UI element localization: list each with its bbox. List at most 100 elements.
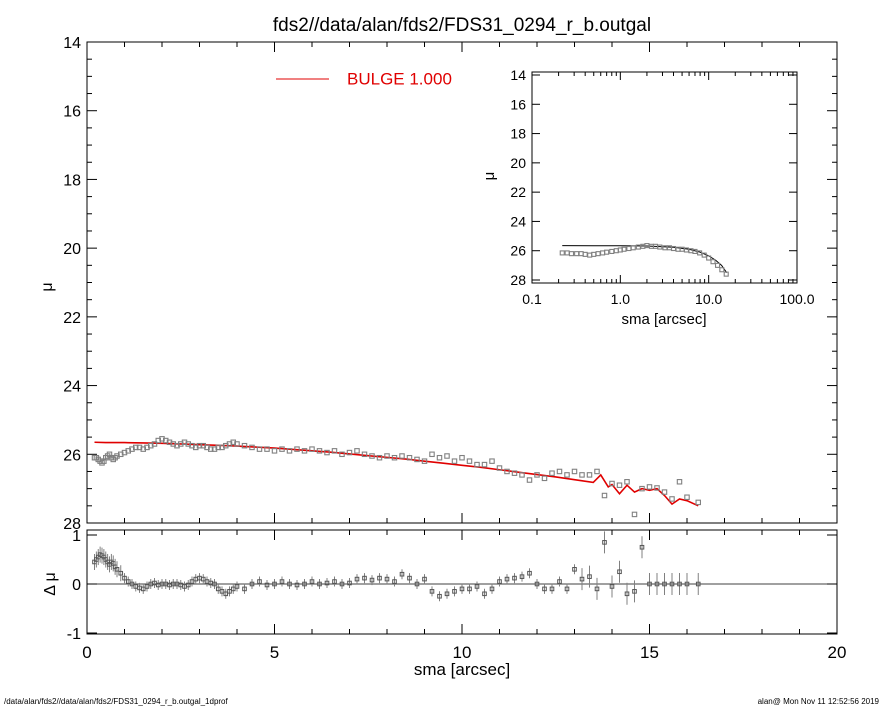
residual-data-point [392, 579, 397, 584]
residual-data-point [695, 581, 701, 587]
residual-data-point [369, 577, 375, 583]
residual-data-point [185, 582, 191, 588]
main-y-tick-label: 18 [63, 172, 81, 189]
residual-data-point [429, 589, 435, 594]
main-data-point [421, 458, 428, 464]
main-data-point [286, 448, 293, 454]
main-data-point [661, 489, 668, 495]
main-data-point [586, 472, 593, 478]
inset-data-point [568, 251, 575, 257]
main-data-point [234, 441, 240, 447]
residual-data-point [527, 570, 532, 576]
inset-y-tick-label: 26 [510, 243, 526, 259]
main-data-point [556, 468, 563, 475]
main-data-point [489, 458, 495, 464]
residual-data-point [324, 580, 330, 586]
main-data-point [481, 461, 488, 468]
main-data-point [354, 448, 360, 454]
residual-data-point [632, 589, 637, 594]
residual-data-point [294, 582, 300, 588]
main-data-point [339, 451, 345, 458]
main-y-tick-label: 28 [63, 516, 81, 533]
main-data-point [361, 451, 368, 458]
main-data-point [459, 454, 465, 461]
residual-data-point [354, 576, 360, 582]
residual-data-point [534, 581, 540, 587]
residual-data-points [92, 531, 701, 605]
main-data-point [399, 453, 405, 459]
main-data-point [504, 468, 510, 475]
residual-data-point [332, 579, 337, 584]
inset-data-point [559, 250, 565, 256]
residual-data-point [219, 589, 225, 594]
main-y-tick-label: 26 [63, 447, 81, 464]
inset-x-axis-label: sma [arcsec] [621, 311, 706, 328]
residual-data-point [624, 591, 630, 597]
inset-data-point [701, 252, 707, 258]
residual-y-axis-label: Δ μ [42, 572, 59, 595]
residual-data-point [617, 569, 622, 575]
inset-x-tick-label: 1.0 [611, 291, 631, 307]
inset-data-point [714, 262, 721, 268]
main-data-point [571, 468, 578, 475]
residual-data-point [362, 575, 367, 581]
residual-data-point [662, 581, 667, 587]
main-data-point [264, 446, 270, 452]
residual-data-point [122, 575, 127, 581]
residual-data-point [230, 586, 236, 592]
inset-data-point [719, 267, 725, 273]
main-data-point [429, 451, 435, 458]
main-data-point [301, 448, 308, 454]
residual-data-point [549, 586, 555, 592]
main-data-point [579, 472, 585, 478]
main-data-point [639, 485, 645, 492]
residual-data-point [212, 581, 217, 587]
residual-data-point [684, 581, 690, 587]
inset-background [532, 72, 797, 283]
main-y-tick-label: 24 [63, 379, 81, 396]
residual-data-point [302, 581, 307, 587]
main-data-point [695, 499, 701, 506]
main-data-point [331, 448, 338, 454]
x-tick-label: 0 [82, 643, 91, 662]
residual-data-point [114, 567, 120, 572]
residual-data-point [542, 586, 547, 592]
residual-y-tick-label: -1 [67, 626, 81, 643]
main-data-point [511, 470, 518, 476]
x-tick-label: 20 [828, 643, 847, 662]
main-data-point [309, 446, 315, 452]
main-data-point [133, 444, 139, 451]
residual-data-point [647, 581, 652, 587]
residual-data-point [654, 581, 660, 587]
inset-y-tick-label: 20 [510, 155, 526, 171]
main-data-point [384, 453, 390, 459]
main-data-point [279, 446, 285, 452]
residual-data-point [609, 584, 615, 589]
residual-data-point [414, 581, 420, 587]
residual-data-point [407, 575, 412, 581]
residual-data-point [317, 581, 322, 587]
residual-data-point [118, 570, 124, 576]
main-data-point [376, 454, 383, 461]
inset-y-tick-label: 14 [510, 67, 526, 83]
main-data-point [208, 446, 214, 452]
main-data-point [391, 454, 398, 461]
x-tick-label: 10 [453, 643, 472, 662]
inset-data-point [697, 250, 703, 256]
main-data-point [669, 496, 675, 502]
main-y-ticks: 14 16 18 20 22 24 26 28 [63, 35, 838, 533]
residual-data-point [399, 571, 405, 577]
inset-plot-frame [531, 71, 798, 284]
main-panel: 14 16 18 20 22 24 26 28 μ BULGE 1.000 [39, 35, 838, 533]
inset-y-tick-label: 18 [510, 126, 526, 142]
main-data-point [324, 449, 330, 456]
main-data-point [241, 442, 248, 449]
residual-data-point [557, 579, 562, 584]
inset-ticks: 14 16 18 20 22 24 26 28 0.1 1.0 10.0 100.0 [510, 67, 814, 307]
inset-x-tick-label: 100.0 [779, 291, 814, 307]
residual-data-point [347, 580, 352, 586]
residual-data-point [519, 574, 525, 579]
main-data-point [564, 472, 570, 478]
